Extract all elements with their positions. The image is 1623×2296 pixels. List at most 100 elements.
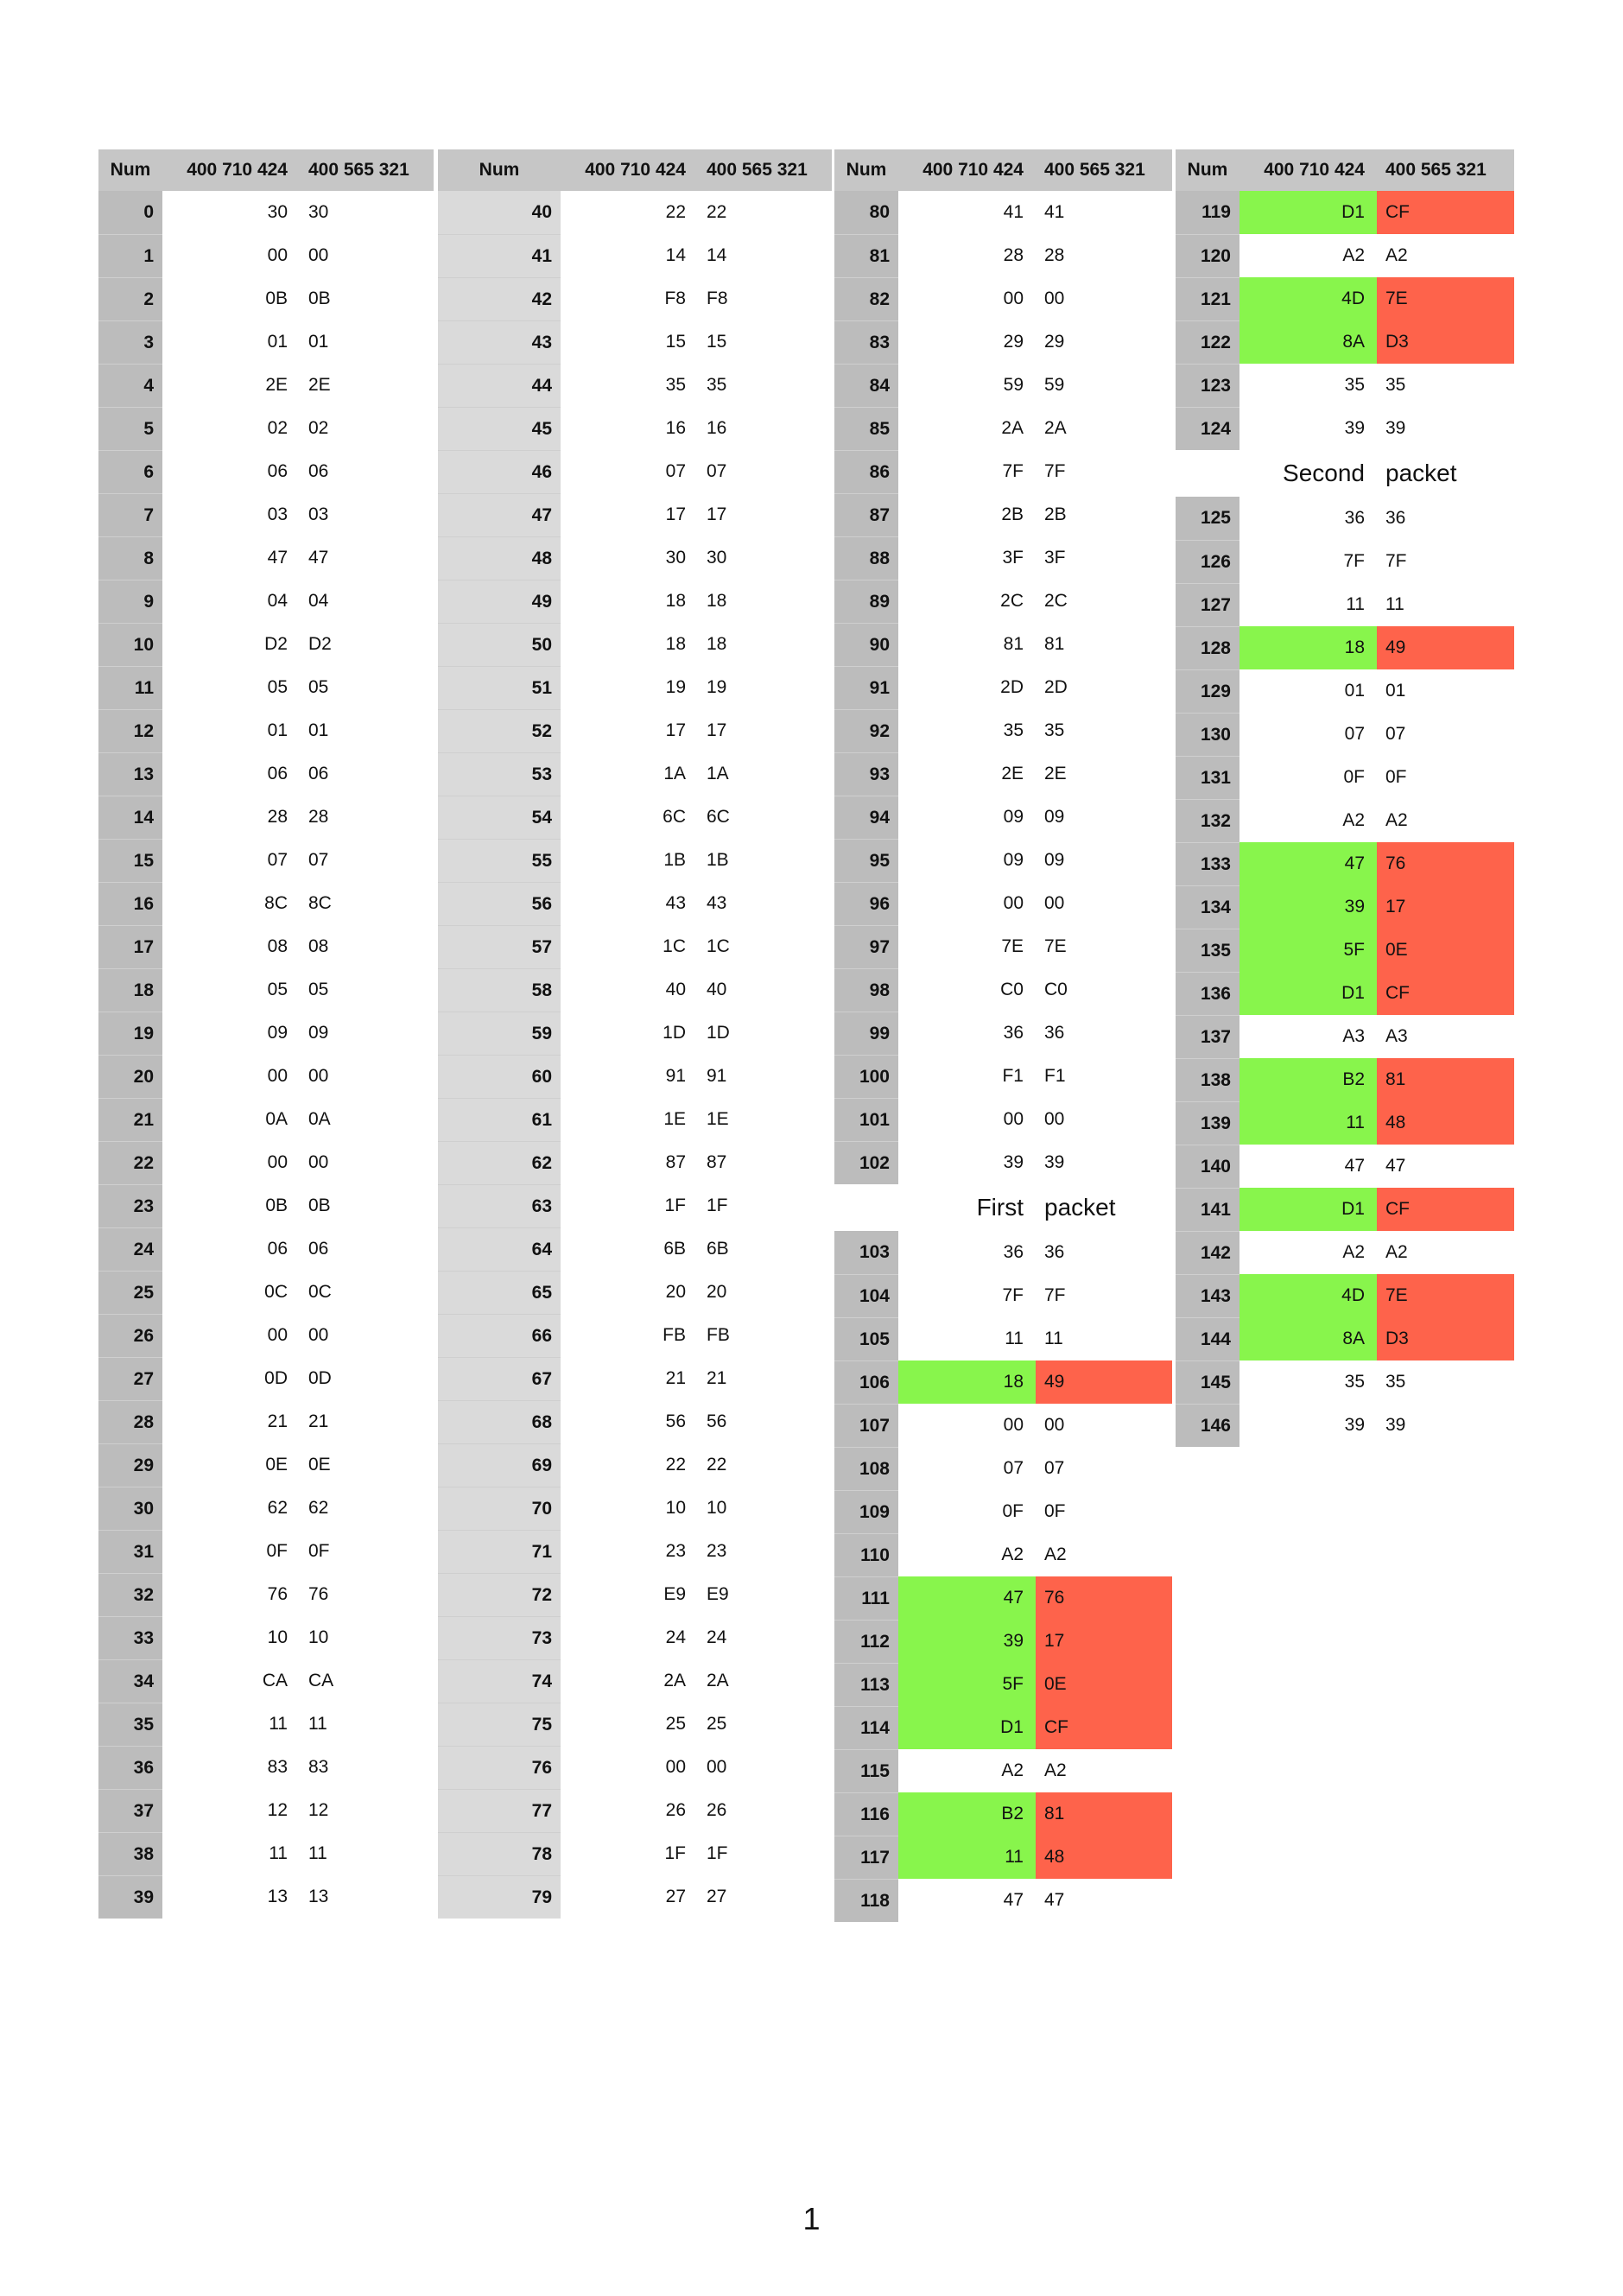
row-number: 41	[438, 234, 561, 277]
value-400-710-424: 41	[1003, 202, 1024, 222]
table-row: 13 06 06	[98, 752, 434, 796]
row-number: 32	[98, 1573, 162, 1616]
value-400-565-321: 62	[308, 1498, 329, 1518]
row-number: 42	[438, 277, 561, 320]
packet-label-word: packet	[1044, 1194, 1116, 1221]
row-number: 138	[1176, 1058, 1239, 1101]
value-400-565-321: 07	[308, 850, 329, 870]
table-row: 52 17 17	[438, 709, 832, 752]
table-row: 110 A2 A2	[834, 1533, 1172, 1576]
value-400-710-424: 39	[1344, 418, 1365, 438]
value-400-565-321: 05	[308, 980, 329, 999]
row-number: 61	[438, 1098, 561, 1141]
row-number: 14	[98, 796, 162, 839]
table-row: 93 2E 2E	[834, 752, 1172, 796]
value-400-565-321: 35	[1044, 720, 1065, 740]
table-row: 2 0B 0B	[98, 277, 434, 320]
value-400-710-424: 2C	[1000, 591, 1024, 611]
value-400-565-321: 00	[1044, 289, 1065, 308]
table-row: 67 21 21	[438, 1357, 832, 1400]
table-row: 51 19 19	[438, 666, 832, 709]
row-number: 85	[834, 407, 898, 450]
value-400-710-424: 00	[267, 245, 288, 265]
row-number: 109	[834, 1490, 898, 1533]
value-400-565-321: 00	[308, 1066, 329, 1086]
value-400-565-321: 25	[707, 1714, 727, 1734]
table-row: 17 08 08	[98, 925, 434, 968]
value-400-710-424: 00	[267, 1325, 288, 1345]
value-400-710-424: 06	[267, 764, 288, 783]
row-number: 114	[834, 1706, 898, 1749]
value-400-565-321: 7F	[1385, 551, 1407, 571]
value-400-565-321: 7E	[1377, 1274, 1514, 1317]
row-number: 18	[98, 968, 162, 1012]
table-row: 142 A2 A2	[1176, 1231, 1514, 1274]
column-header: Num	[98, 149, 162, 191]
row-number: 71	[438, 1530, 561, 1573]
value-400-710-424: 0C	[264, 1282, 288, 1302]
value-400-565-321: 39	[1385, 418, 1406, 438]
row-number: 81	[834, 234, 898, 277]
value-400-710-424: 30	[665, 548, 686, 568]
value-400-565-321: 09	[308, 1023, 329, 1043]
value-400-710-424: 56	[665, 1411, 686, 1431]
value-400-565-321: 1F	[707, 1843, 728, 1863]
table-row: 55 1B 1B	[438, 839, 832, 882]
table-row: 121 4D 7E	[1176, 277, 1514, 320]
table-row: 89 2C 2C	[834, 580, 1172, 623]
packet-label-word: Second	[1283, 460, 1365, 486]
packet-label-word: packet	[1385, 460, 1457, 486]
row-number: 20	[98, 1055, 162, 1098]
value-400-710-424: 19	[665, 677, 686, 697]
table-row: 91 2D 2D	[834, 666, 1172, 709]
value-400-565-321: A2	[1044, 1544, 1067, 1564]
table-row: 23 0B 0B	[98, 1184, 434, 1227]
value-400-565-321: 18	[707, 634, 727, 654]
row-number: 90	[834, 623, 898, 666]
row-number: 4	[98, 364, 162, 407]
table-row: 64 6B 6B	[438, 1227, 832, 1271]
row-number: 0	[98, 191, 162, 234]
value-400-710-424: 11	[1346, 594, 1365, 614]
value-400-565-321: 11	[308, 1714, 327, 1734]
table-row: 27 0D 0D	[98, 1357, 434, 1400]
value-400-710-424: 22	[665, 1455, 686, 1475]
row-number: 93	[834, 752, 898, 796]
column-header: 400 710 424	[1239, 149, 1377, 191]
row-number: 119	[1176, 191, 1239, 234]
table-row: 88 3F 3F	[834, 536, 1172, 580]
value-400-710-424: 27	[665, 1887, 686, 1906]
table-row: 43 15 15	[438, 320, 832, 364]
value-400-710-424: 28	[1003, 245, 1024, 265]
value-400-565-321: 00	[1044, 1415, 1065, 1435]
value-400-710-424: 2E	[265, 375, 288, 395]
value-400-565-321: 0B	[308, 289, 331, 308]
value-400-710-424: 0F	[1002, 1501, 1024, 1521]
value-400-710-424: 1E	[663, 1109, 686, 1129]
value-400-565-321: 01	[308, 332, 329, 352]
value-400-565-321: 2B	[1044, 504, 1067, 524]
value-400-565-321: 22	[707, 1455, 727, 1475]
value-400-710-424: 11	[269, 1714, 288, 1734]
row-number: 78	[438, 1832, 561, 1875]
table-row: 66 FB FB	[438, 1314, 832, 1357]
value-400-710-424: 12	[267, 1800, 288, 1820]
value-400-565-321: 03	[308, 504, 329, 524]
value-400-565-321: D2	[308, 634, 332, 654]
value-400-710-424: 23	[665, 1541, 686, 1561]
row-number: 129	[1176, 669, 1239, 713]
table-row: 29 0E 0E	[98, 1443, 434, 1487]
table-row: 49 18 18	[438, 580, 832, 623]
value-400-710-424: 06	[267, 1239, 288, 1259]
table-row: 35 11 11	[98, 1703, 434, 1746]
value-400-710-424: 6B	[663, 1239, 686, 1259]
table-row: 74 2A 2A	[438, 1659, 832, 1703]
table-row: 39 13 13	[98, 1875, 434, 1919]
value-400-710-424: 1C	[663, 936, 686, 956]
table-row: 22 00 00	[98, 1141, 434, 1184]
value-400-565-321: A2	[1385, 1242, 1408, 1262]
value-400-565-321: D3	[1377, 320, 1514, 364]
value-400-710-424: 09	[267, 1023, 288, 1043]
value-400-710-424: A2	[1001, 1544, 1024, 1564]
value-400-565-321: 1C	[707, 936, 730, 956]
